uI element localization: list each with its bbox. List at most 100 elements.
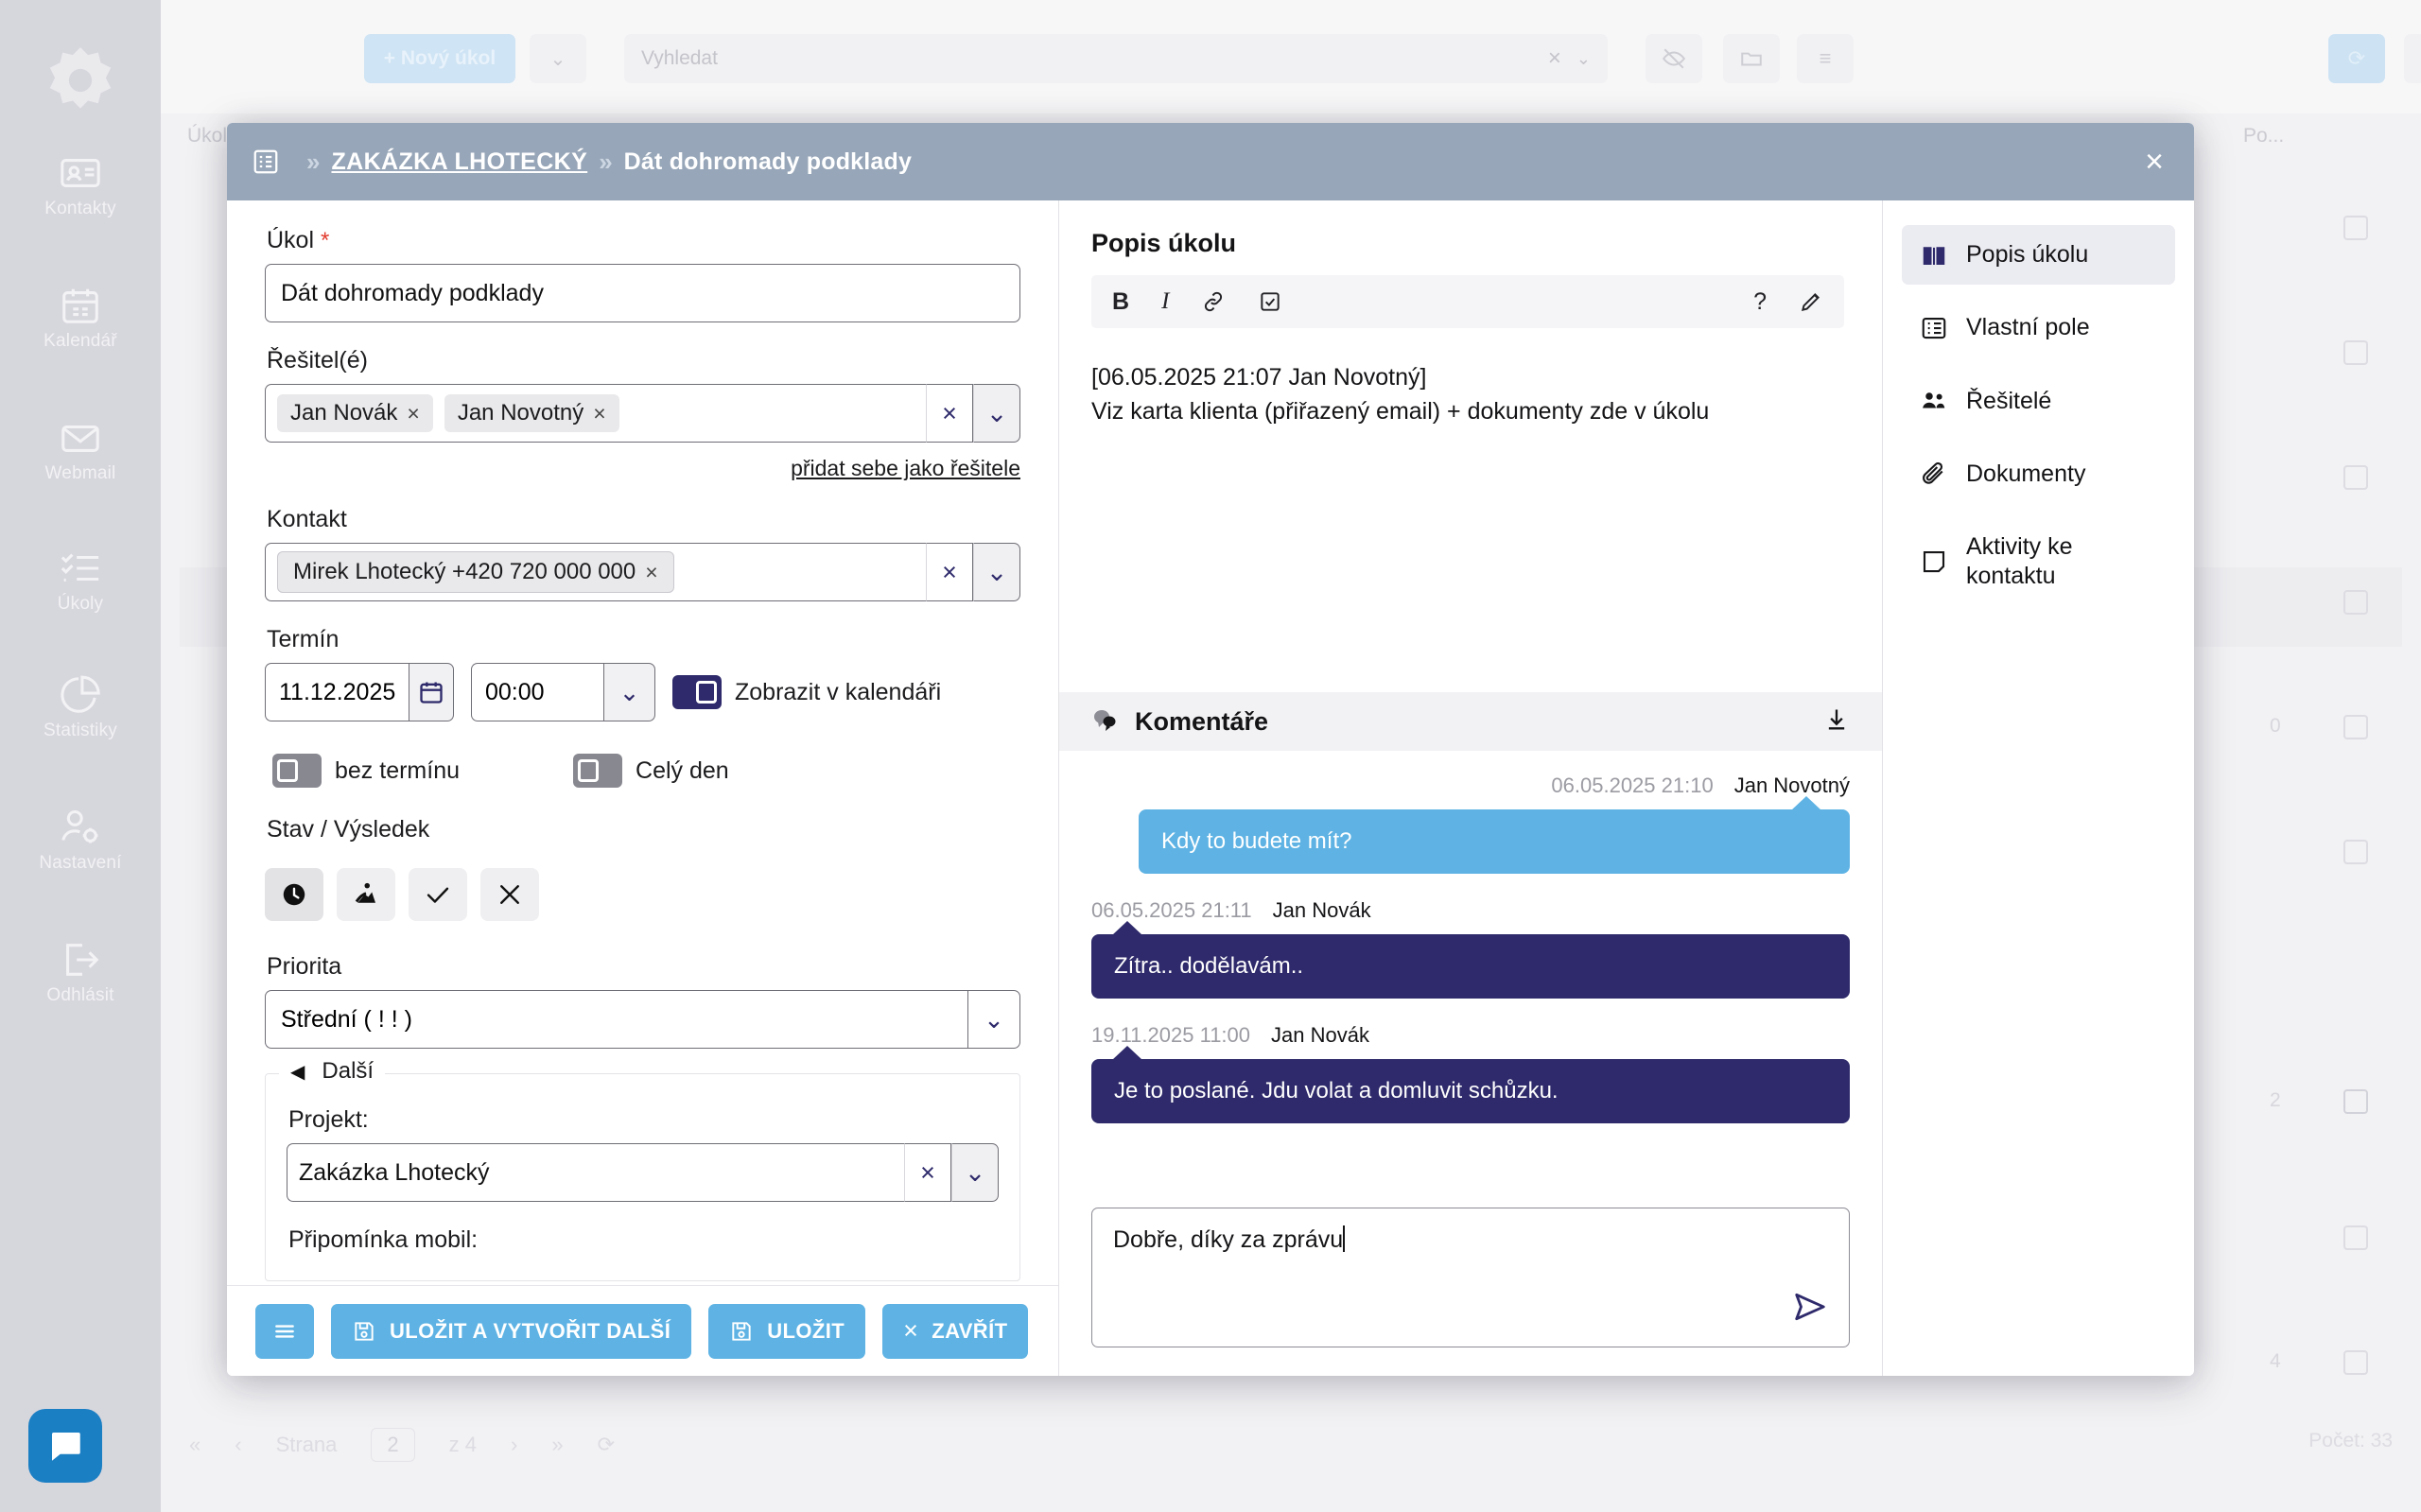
- no-deadline-row[interactable]: bez termínu: [272, 754, 460, 788]
- contact-multiselect[interactable]: Mirek Lhotecký +420 720 000 000 ×: [265, 543, 926, 601]
- priority-select[interactable]: Střední ( ! ! ) ⌄: [265, 990, 1020, 1049]
- footer-menu-button[interactable]: [255, 1303, 314, 1359]
- contact-clear-icon[interactable]: ×: [926, 543, 973, 601]
- collapse-arrow-icon[interactable]: ◀: [290, 1061, 305, 1083]
- last-page-button[interactable]: »: [551, 1433, 564, 1456]
- close-icon[interactable]: ×: [2145, 144, 2164, 180]
- page-number-input[interactable]: 2: [371, 1428, 415, 1462]
- save-button[interactable]: ULOŽIT: [708, 1303, 866, 1359]
- download-icon[interactable]: [1823, 706, 1850, 738]
- deadline-date-input[interactable]: 11.12.2025: [265, 663, 409, 721]
- chip-remove-icon[interactable]: ×: [645, 559, 658, 584]
- search-dropdown-icon[interactable]: ⌄: [1576, 48, 1591, 68]
- prev-page-button[interactable]: ‹: [235, 1433, 242, 1456]
- help-button[interactable]: ?: [1753, 287, 1767, 315]
- hide-icon-button[interactable]: [1646, 34, 1702, 83]
- solvers-clear-icon[interactable]: ×: [926, 384, 973, 443]
- row-checkbox[interactable]: [2343, 590, 2368, 615]
- chip-contact[interactable]: Mirek Lhotecký +420 720 000 000 ×: [277, 551, 674, 593]
- no-deadline-toggle[interactable]: [272, 754, 322, 788]
- row-checkbox[interactable]: [2343, 715, 2368, 739]
- logout-icon: [0, 938, 161, 982]
- task-form-panel: Úkol * Dát dohromady podklady Řešitel(é)…: [227, 200, 1059, 1376]
- sidebar-item-kalendar[interactable]: Kalendář: [0, 284, 161, 352]
- text-caret: [1343, 1225, 1346, 1252]
- show-in-calendar-toggle[interactable]: [672, 675, 722, 709]
- show-in-calendar-row[interactable]: Zobrazit v kalendáři: [672, 675, 941, 709]
- search-input[interactable]: Vyhledat × ⌄: [624, 34, 1608, 83]
- row-checkbox[interactable]: [2343, 1089, 2368, 1114]
- rail-item-resitele[interactable]: Řešitelé: [1902, 372, 2175, 431]
- project-chevron-down-icon[interactable]: ⌄: [951, 1143, 999, 1202]
- deadline-time[interactable]: 00:00 ⌄: [471, 663, 655, 721]
- sort-button[interactable]: ⇅: [2404, 34, 2421, 83]
- search-clear-icon[interactable]: ×: [1547, 45, 1561, 71]
- priority-value[interactable]: Střední ( ! ! ): [265, 990, 967, 1049]
- row-checkbox[interactable]: [2343, 1350, 2368, 1375]
- list-icon-button[interactable]: ≡: [1797, 34, 1854, 83]
- solvers-multiselect[interactable]: Jan Novák × Jan Novotný ×: [265, 384, 926, 443]
- solvers-chevron-down-icon[interactable]: ⌄: [973, 384, 1020, 443]
- row-checkbox[interactable]: [2343, 465, 2368, 490]
- status-done-button[interactable]: [409, 868, 467, 921]
- table-cell: 2: [2270, 1089, 2281, 1111]
- rail-item-aktivity-ke-kontaktu[interactable]: Aktivity ke kontaktu: [1902, 517, 2175, 607]
- status-cancel-button[interactable]: [480, 868, 539, 921]
- description-body: [06.05.2025 21:07 Jan Novotný] Viz karta…: [1091, 360, 1844, 429]
- first-page-button[interactable]: «: [189, 1433, 201, 1456]
- refresh-blue-button[interactable]: ⟳: [2328, 34, 2385, 83]
- sidebar-item-nastaveni[interactable]: Nastavení: [0, 806, 161, 874]
- italic-button[interactable]: I: [1161, 288, 1170, 314]
- comment-bubbles-icon: [1091, 707, 1120, 737]
- link-icon[interactable]: [1201, 289, 1226, 314]
- chip-remove-icon[interactable]: ×: [593, 400, 606, 426]
- row-checkbox[interactable]: [2343, 216, 2368, 240]
- sidebar-item-odhlasit[interactable]: Odhlásit: [0, 938, 161, 1006]
- rail-item-dokumenty[interactable]: Dokumenty: [1902, 444, 2175, 504]
- task-name-input[interactable]: Dát dohromady podklady: [265, 264, 1020, 322]
- refresh-icon[interactable]: ⟳: [597, 1433, 616, 1456]
- add-self-as-solver-link[interactable]: přidat sebe jako řešitele: [791, 456, 1020, 480]
- support-chat-button[interactable]: [28, 1409, 102, 1483]
- row-checkbox[interactable]: [2343, 340, 2368, 365]
- breadcrumb-parent-link[interactable]: ZAKÁZKA LHOTECKÝ: [331, 148, 588, 175]
- sidebar-item-ukoly[interactable]: Úkoly: [0, 547, 161, 615]
- new-task-dropdown-icon[interactable]: ⌄: [530, 34, 586, 83]
- close-button[interactable]: × ZAVŘÍT: [882, 1303, 1029, 1359]
- checkbox-icon[interactable]: [1258, 289, 1282, 314]
- status-clock-button[interactable]: [265, 868, 323, 921]
- rail-item-vlastni-pole[interactable]: Vlastní pole: [1902, 298, 2175, 357]
- chip-remove-icon[interactable]: ×: [407, 400, 420, 426]
- rail-item-popis-ukolu[interactable]: Popis úkolu: [1902, 225, 2175, 286]
- status-in-progress-button[interactable]: [337, 868, 395, 921]
- save-and-create-next-button[interactable]: ULOŽIT A VYTVOŘIT DALŠÍ: [331, 1303, 692, 1359]
- folder-icon-button[interactable]: [1723, 34, 1780, 83]
- send-icon[interactable]: [1792, 1289, 1828, 1330]
- comment-input[interactable]: Dobře, díky za zprávu: [1113, 1226, 1344, 1253]
- pencil-icon[interactable]: [1799, 289, 1823, 314]
- button-label: ZAVŘÍT: [932, 1318, 1008, 1343]
- sidebar-item-kontakty[interactable]: Kontakty: [0, 151, 161, 219]
- project-clear-icon[interactable]: ×: [904, 1143, 951, 1202]
- contact-chevron-down-icon[interactable]: ⌄: [973, 543, 1020, 601]
- all-day-row[interactable]: Celý den: [573, 754, 729, 788]
- all-day-toggle[interactable]: [573, 754, 623, 788]
- time-chevron-down-icon[interactable]: ⌄: [603, 663, 655, 721]
- priority-chevron-down-icon[interactable]: ⌄: [967, 990, 1020, 1049]
- calendar-icon[interactable]: [409, 663, 454, 721]
- deadline-time-input[interactable]: 00:00: [471, 663, 603, 721]
- sidebar-item-webmail[interactable]: Webmail: [0, 416, 161, 484]
- bold-button[interactable]: B: [1112, 287, 1130, 315]
- row-checkbox[interactable]: [2343, 840, 2368, 864]
- more-legend[interactable]: ◀ Další: [279, 1058, 386, 1085]
- next-page-button[interactable]: ›: [511, 1433, 518, 1456]
- deadline-date[interactable]: 11.12.2025: [265, 663, 454, 721]
- chip-solver[interactable]: Jan Novotný ×: [444, 394, 619, 432]
- row-checkbox[interactable]: [2343, 1225, 2368, 1250]
- chip-solver[interactable]: Jan Novák ×: [277, 394, 433, 432]
- more-section: ◀ Další Projekt: Zakázka Lhotecký × ⌄: [265, 1058, 1020, 1281]
- new-task-button[interactable]: + Nový úkol: [364, 34, 515, 83]
- comment-compose-box[interactable]: Dobře, díky za zprávu: [1091, 1208, 1850, 1347]
- sidebar-item-statistiky[interactable]: Statistiky: [0, 673, 161, 741]
- project-input[interactable]: Zakázka Lhotecký: [287, 1143, 904, 1202]
